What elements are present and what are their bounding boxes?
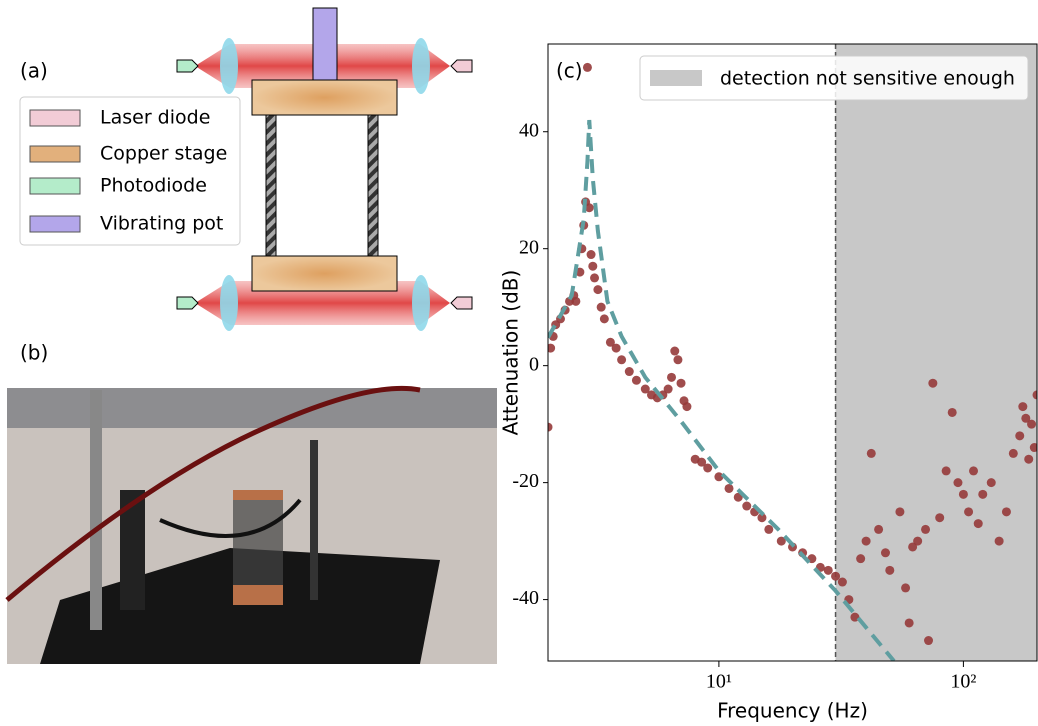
data-point (596, 302, 606, 312)
data-point (571, 296, 581, 306)
y-tick-label: -20 (512, 470, 539, 492)
legend-label: Laser diode (100, 107, 210, 129)
fit-line (548, 119, 896, 661)
data-point (624, 367, 634, 377)
data-point (823, 565, 833, 575)
data-point (667, 372, 677, 382)
data-point (908, 542, 918, 552)
data-point (1018, 402, 1028, 412)
data-point (1015, 431, 1025, 441)
data-point (548, 343, 556, 353)
y-tick-label: 40 (519, 119, 539, 141)
data-point (856, 554, 866, 564)
legend-box (639, 55, 1029, 101)
panel-label: (b) (20, 341, 48, 365)
legend-swatch (29, 215, 81, 233)
legend-swatch (29, 145, 81, 163)
shaded-region (835, 44, 1037, 661)
data-point (831, 571, 841, 581)
data-point (1027, 419, 1037, 429)
data-point (986, 478, 996, 488)
x-tick-label: 10¹ (706, 671, 732, 693)
data-point (1001, 507, 1011, 517)
data-point (588, 261, 598, 271)
data-point (697, 457, 707, 467)
data-point (1021, 413, 1031, 423)
x-tick-label: 10² (950, 671, 976, 693)
data-point (964, 507, 974, 517)
data-point (548, 422, 553, 432)
data-point (928, 378, 938, 388)
plot-area (548, 62, 1037, 661)
data-point (904, 618, 914, 628)
data-point (776, 536, 786, 546)
data-point (895, 507, 905, 517)
data-point (880, 548, 890, 558)
data-point (885, 565, 895, 575)
data-point (913, 536, 923, 546)
legend-swatch (29, 109, 81, 127)
data-point (586, 250, 596, 260)
legend-label: Photodiode (100, 175, 207, 197)
data-point (670, 346, 680, 356)
data-point (1029, 443, 1037, 453)
data-point (941, 466, 951, 476)
schematic (19, 7, 473, 331)
data-point (969, 466, 979, 476)
data-point (757, 513, 767, 523)
legend-swatch (650, 70, 702, 86)
axes-frame (547, 43, 1038, 662)
data-point (901, 583, 911, 593)
data-point (973, 519, 983, 529)
data-point (724, 483, 734, 493)
legend-label: Vibrating pot (100, 213, 223, 235)
data-point (1032, 390, 1037, 400)
data-point (874, 524, 884, 534)
data-point (605, 337, 615, 347)
data-point (703, 463, 713, 473)
legend-label: detection not sensitive enough (720, 68, 1015, 90)
data-point (640, 384, 650, 394)
panel-label: (c) (556, 59, 583, 83)
data-point (590, 273, 600, 283)
data-point (593, 285, 603, 295)
legend-swatch (29, 177, 81, 195)
data-point (978, 489, 988, 499)
y-tick-label: 0 (529, 353, 539, 375)
data-point (663, 384, 673, 394)
panel-label: (a) (20, 59, 48, 83)
data-point (953, 478, 963, 488)
data-point (676, 378, 686, 388)
x-axis-label: Frequency (Hz) (717, 699, 868, 723)
data-point (924, 636, 934, 646)
data-point (861, 536, 871, 546)
y-axis-label: Attenuation (dB) (499, 270, 523, 436)
data-point (582, 62, 592, 72)
data-point (617, 355, 627, 365)
data-point (599, 314, 609, 324)
data-point (994, 536, 1004, 546)
data-point (584, 203, 594, 213)
y-tick-label: -40 (512, 587, 539, 609)
data-point (1008, 448, 1018, 458)
data-point (611, 343, 621, 353)
data-point (764, 524, 774, 534)
data-point (682, 402, 692, 412)
data-point (742, 501, 752, 511)
data-point (837, 577, 847, 587)
data-point (631, 375, 641, 385)
data-point (866, 448, 876, 458)
legend-label: Copper stage (100, 143, 227, 165)
data-point (1024, 454, 1034, 464)
photo (5, 385, 497, 664)
data-point (958, 489, 968, 499)
data-point (921, 524, 931, 534)
data-point (714, 472, 724, 482)
data-point (935, 513, 945, 523)
data-point (673, 355, 683, 365)
data-point (947, 407, 957, 417)
y-tick-label: 20 (519, 236, 539, 258)
